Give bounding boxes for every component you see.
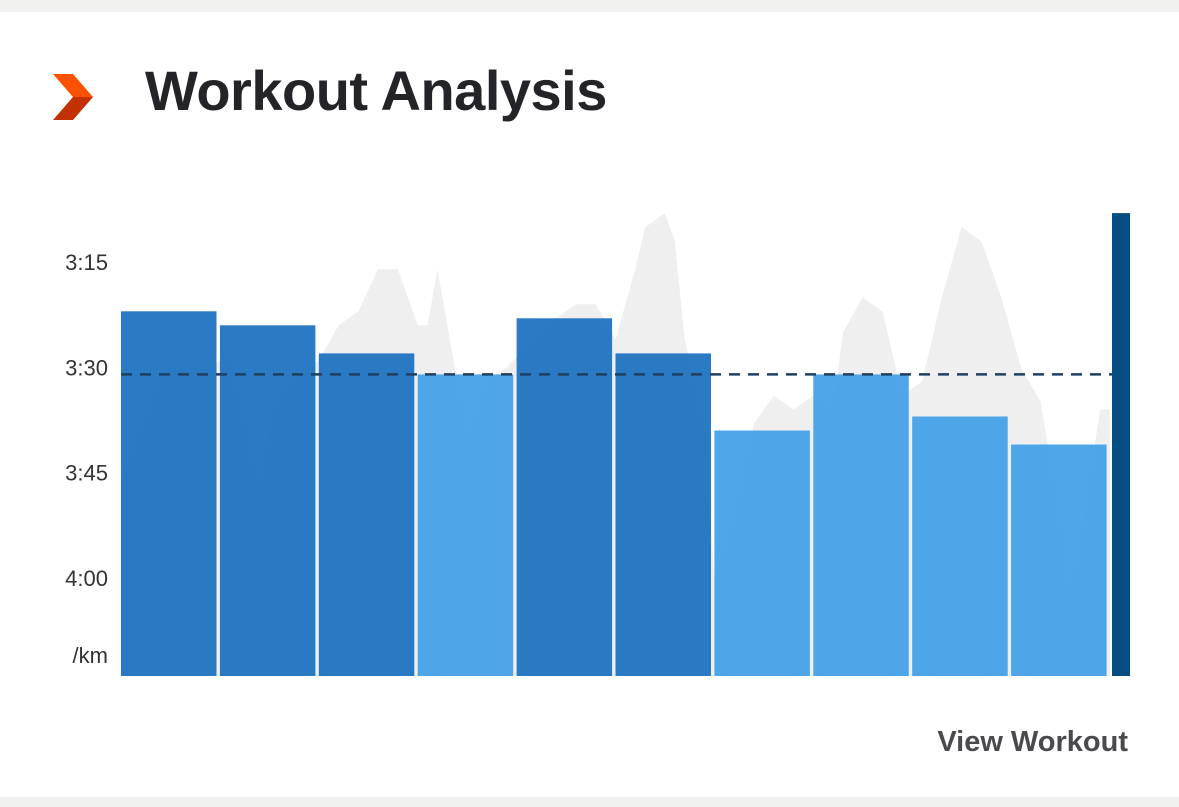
split-bar	[318, 353, 415, 676]
split-bar	[417, 374, 514, 676]
y-axis-unit-label: /km	[73, 643, 108, 668]
split-bar-partial	[1112, 213, 1130, 676]
y-tick-label: 3:30	[65, 355, 108, 380]
page-title: Workout Analysis	[145, 59, 607, 122]
chevron-logo-top	[53, 74, 93, 97]
y-tick-label: 4:00	[65, 566, 108, 591]
y-axis: 3:15 3:30 3:45 4:00/km	[65, 250, 108, 668]
split-bars-layer	[121, 213, 1130, 676]
split-bar	[813, 374, 909, 676]
split-bar	[912, 416, 1008, 676]
view-workout-link[interactable]: View Workout	[937, 726, 1128, 758]
split-bar	[219, 325, 316, 676]
y-tick-label: 3:15	[65, 250, 108, 275]
y-tick-label: 3:45	[65, 461, 108, 486]
split-bar	[121, 311, 217, 676]
split-bar	[714, 430, 810, 676]
chevron-logo-icon	[53, 74, 93, 120]
split-bar	[1011, 444, 1107, 676]
split-bar	[516, 318, 613, 676]
split-bar	[615, 353, 711, 676]
chevron-logo-bottom	[53, 97, 93, 120]
